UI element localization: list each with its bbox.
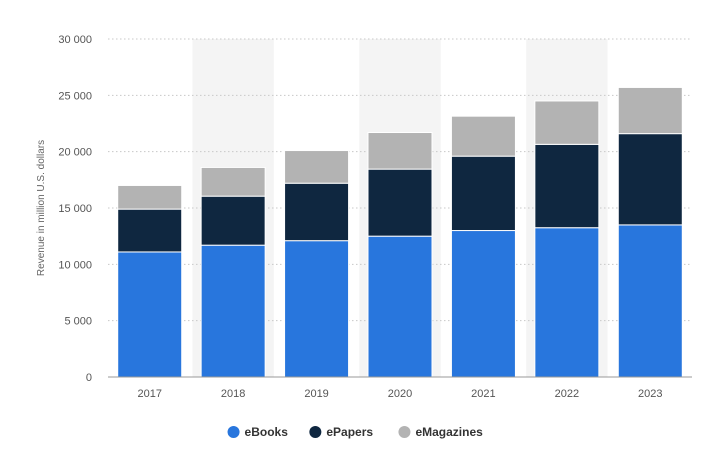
bar-emagazines-2018[interactable] [200,166,266,197]
bar-ebooks-2019[interactable] [284,240,350,378]
x-tick-label-2022: 2022 [555,388,579,400]
legend-marker-ebooks [227,426,240,438]
y-tick-label: 10 000 [58,259,92,271]
bar-emagazines-2023[interactable] [617,86,683,135]
legend-item-ebooks[interactable]: eBooks [227,425,289,439]
bar-epapers-2021[interactable] [450,155,516,232]
bar-epapers-2018[interactable] [200,195,266,246]
x-tick-label-2023: 2023 [638,388,662,400]
legend-label: eBooks [245,425,289,439]
y-tick-label: 30 000 [58,34,92,46]
y-tick-label: 25 000 [58,90,92,102]
bar-ebooks-2023[interactable] [617,224,683,378]
bar-epapers-2020[interactable] [367,168,433,237]
y-axis-title: Revenue in million U.S. dollars [36,140,47,276]
bar-emagazines-2020[interactable] [367,132,433,170]
x-tick-label-2019: 2019 [304,388,328,400]
bar-ebooks-2022[interactable] [534,227,600,378]
y-axis-tick-labels: 0 5 000 10 000 15 000 20 000 25 000 30 000 [58,34,92,384]
bar-emagazines-2019[interactable] [284,150,350,184]
bar-epapers-2022[interactable] [534,143,600,229]
bar-ebooks-2017[interactable] [117,251,183,378]
legend[interactable]: eBooks ePapers eMagazines [227,425,484,439]
bars [117,86,683,378]
x-tick-label-2017: 2017 [137,388,161,400]
legend-item-emagazines[interactable]: eMagazines [398,425,483,439]
y-tick-label: 20 000 [58,147,92,159]
legend-item-epapers[interactable]: ePapers [309,425,373,439]
bar-ebooks-2021[interactable] [450,230,516,378]
y-tick-label: 15 000 [58,203,92,215]
y-tick-label: 5 000 [64,316,92,328]
x-tick-label-2018: 2018 [221,388,245,400]
bar-emagazines-2022[interactable] [534,100,600,145]
bar-epapers-2019[interactable] [284,182,350,242]
bar-epapers-2017[interactable] [117,208,183,253]
bar-ebooks-2020[interactable] [367,235,433,378]
bar-emagazines-2017[interactable] [117,184,183,210]
x-tick-label-2020: 2020 [388,388,412,400]
legend-label: ePapers [326,425,373,439]
legend-marker-epapers [309,426,322,438]
y-tick-label: 0 [86,372,92,384]
x-axis-tick-labels: 2017 2018 2019 2020 2021 2022 2023 [137,388,662,400]
bar-emagazines-2021[interactable] [450,115,516,157]
bar-ebooks-2018[interactable] [200,244,266,378]
x-tick-label-2021: 2021 [471,388,495,400]
bar-epapers-2023[interactable] [617,133,683,226]
legend-label: eMagazines [415,425,483,439]
legend-marker-emagazines [398,426,411,438]
